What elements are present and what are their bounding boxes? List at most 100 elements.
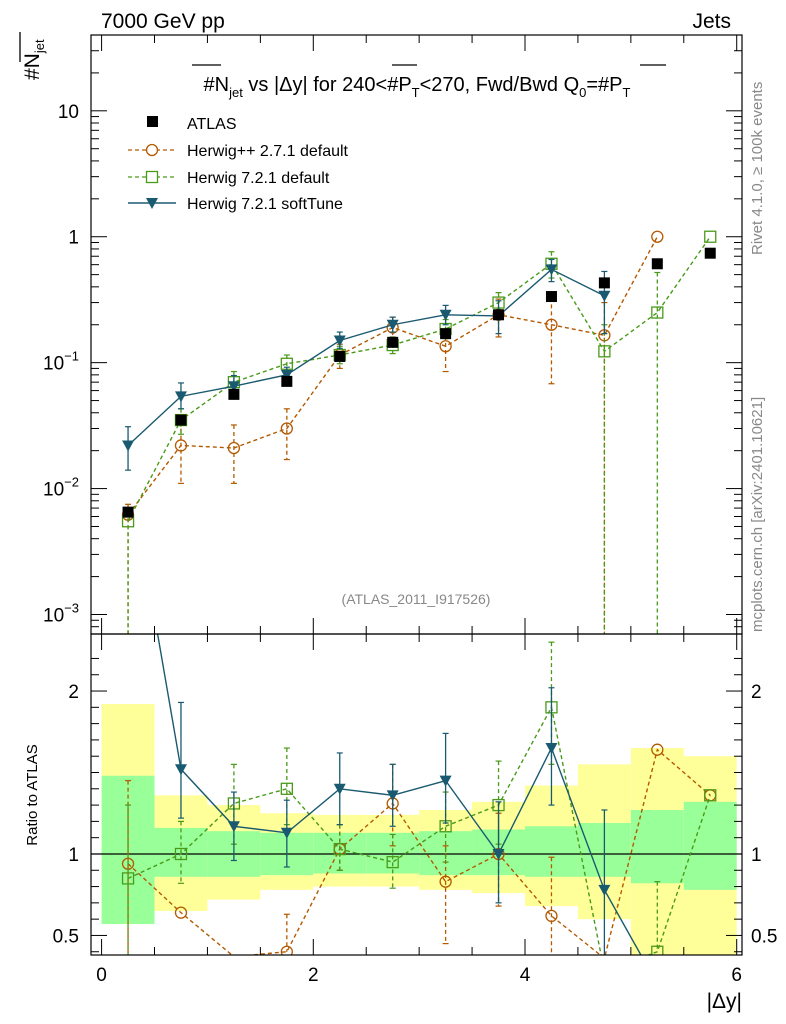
main-point-atlas	[175, 414, 187, 426]
ratio-point-softtune	[333, 783, 346, 795]
svg-text:#Njet: #Njet	[21, 39, 47, 80]
mcplots-reference-label: mcplots.cern.ch [arXiv:2401.10621]	[749, 397, 766, 632]
main-point-softtune	[598, 290, 611, 302]
ratio-point-herwig721	[121, 872, 135, 885]
main-point-atlas	[228, 388, 240, 400]
main-point-atlas	[651, 258, 663, 270]
legend-marker-softtune	[146, 198, 158, 209]
ratio-point-softtune	[545, 743, 558, 755]
ratio-point-herwigpp	[280, 945, 293, 955]
analysis-watermark: (ATLAS_2011_I917526)	[342, 591, 491, 607]
svg-text:Rivet 4.1.0, ≥ 100k events: Rivet 4.1.0, ≥ 100k events	[749, 82, 766, 255]
main-point-herwigpp	[227, 441, 241, 455]
main-point-herwig721	[651, 306, 664, 319]
ratio-point-softtune	[280, 827, 293, 839]
main-point-atlas	[598, 277, 610, 289]
legend-label-softtune: Herwig 7.2.1 softTune	[187, 196, 343, 213]
ratio-point-softtune	[598, 884, 611, 896]
svg-text:Ratio to ATLAS: Ratio to ATLAS	[24, 744, 41, 845]
main-point-softtune	[174, 391, 187, 403]
main-point-softtune	[122, 440, 135, 452]
legend-label-atlas: ATLAS	[187, 116, 237, 133]
ratio-band-inner	[683, 801, 737, 890]
main-y-tick-label: 10−2	[43, 475, 79, 501]
legend: ATLAS Herwig++ 2.7.1 default Herwig 7.2.…	[128, 116, 349, 213]
main-point-herwig721	[704, 230, 717, 243]
main-plot-data	[121, 230, 717, 634]
main-point-atlas	[387, 336, 399, 348]
main-point-atlas	[545, 291, 557, 303]
ratio-point-herwigpp	[174, 906, 188, 919]
ratio-line-herwigpp	[127, 748, 711, 955]
ratio-band-inner	[366, 832, 420, 874]
main-y-tick-label: 10	[58, 102, 79, 123]
main-point-softtune	[386, 319, 399, 331]
main-point-softtune	[227, 381, 240, 393]
ratio-y-axis-label: Ratio to ATLAS	[24, 744, 41, 845]
main-point-herwig721	[598, 345, 611, 358]
main-point-softtune	[439, 309, 452, 321]
x-tick-label: 6	[731, 965, 742, 986]
legend-marker-atlas	[147, 116, 158, 127]
main-point-herwigpp	[651, 230, 664, 243]
legend-marker-herwigpp	[145, 143, 159, 157]
main-point-herwigpp	[439, 340, 452, 353]
ratio-point-herwig721	[386, 855, 399, 869]
ratio-point-softtune	[492, 848, 505, 860]
ratio-band-inner	[525, 826, 578, 877]
main-point-atlas	[334, 350, 346, 362]
ratio-point-herwigpp	[545, 909, 558, 923]
main-point-softtune	[280, 369, 293, 381]
main-y-axis-label: #Njet	[19, 32, 47, 80]
main-y-tick-label: 10−1	[43, 349, 79, 375]
rivet-version-label: Rivet 4.1.0, ≥ 100k events	[749, 82, 766, 255]
main-axis-ticks: 10−3 10−2 10−1 1 10	[43, 34, 742, 635]
header-energy: 7000 GeV pp	[101, 10, 225, 33]
ratio-point-herwig721	[174, 847, 188, 861]
ratio-y-tick-label-right: 1	[751, 845, 762, 866]
ratio-y-tick-label-right: 2	[751, 682, 762, 703]
main-point-atlas	[704, 247, 716, 259]
ratio-plot-data	[121, 634, 717, 955]
ratio-point-herwig721	[333, 842, 346, 856]
ratio-plot-frame	[90, 633, 743, 956]
main-point-herwigpp	[280, 422, 293, 435]
ratio-y-tick-label-left: 0.5	[53, 926, 79, 947]
main-plot-title: #Njet vs |Δy| for 240<#PT<270, Fwd/Bwd Q…	[204, 74, 631, 100]
svg-text:mcplots.cern.ch [arXiv:2401.10: mcplots.cern.ch [arXiv:2401.10621]	[749, 397, 766, 632]
main-y-tick-label: 10−3	[43, 600, 79, 626]
ratio-point-herwigpp	[439, 875, 452, 888]
main-y-tick-label: 1	[68, 228, 79, 249]
main-point-atlas	[440, 328, 452, 340]
ratio-band-inner	[630, 809, 684, 884]
ratio-y-tick-label-right: 0.5	[751, 926, 777, 947]
ratio-point-herwigpp	[651, 743, 664, 756]
main-line-herwigpp	[127, 236, 658, 516]
ratio-uncertainty-bands	[91, 704, 742, 955]
main-point-atlas	[281, 375, 293, 387]
ratio-point-herwig721	[280, 782, 293, 795]
ratio-point-softtune	[386, 790, 399, 802]
x-tick-label: 4	[520, 965, 531, 986]
main-point-atlas	[122, 506, 134, 518]
ratio-point-herwig721	[651, 945, 664, 955]
ratio-y-tick-label-left: 2	[68, 682, 79, 703]
ratio-point-softtune	[439, 775, 452, 787]
ratio-y-tick-label-left: 1	[68, 845, 79, 866]
main-point-softtune	[333, 335, 346, 347]
legend-label-herwigpp: Herwig++ 2.7.1 default	[187, 143, 349, 160]
main-line-softtune	[127, 268, 605, 446]
legend-label-herwig721: Herwig 7.2.1 default	[187, 170, 330, 187]
main-line-herwig721	[127, 236, 711, 522]
ratio-point-softtune	[227, 821, 240, 833]
ratio-line-herwig721	[127, 705, 711, 955]
header-process: Jets	[692, 10, 731, 33]
main-point-atlas	[493, 309, 505, 321]
ratio-axis-ticks: 0.5 0.5 1 1 2 2 0 2 4 6	[53, 634, 777, 986]
legend-marker-herwig721	[145, 170, 159, 184]
main-point-herwigpp	[545, 318, 558, 331]
x-axis-label: |Δy|	[707, 990, 742, 1013]
main-point-herwigpp	[174, 439, 188, 452]
ratio-point-softtune	[174, 764, 187, 776]
